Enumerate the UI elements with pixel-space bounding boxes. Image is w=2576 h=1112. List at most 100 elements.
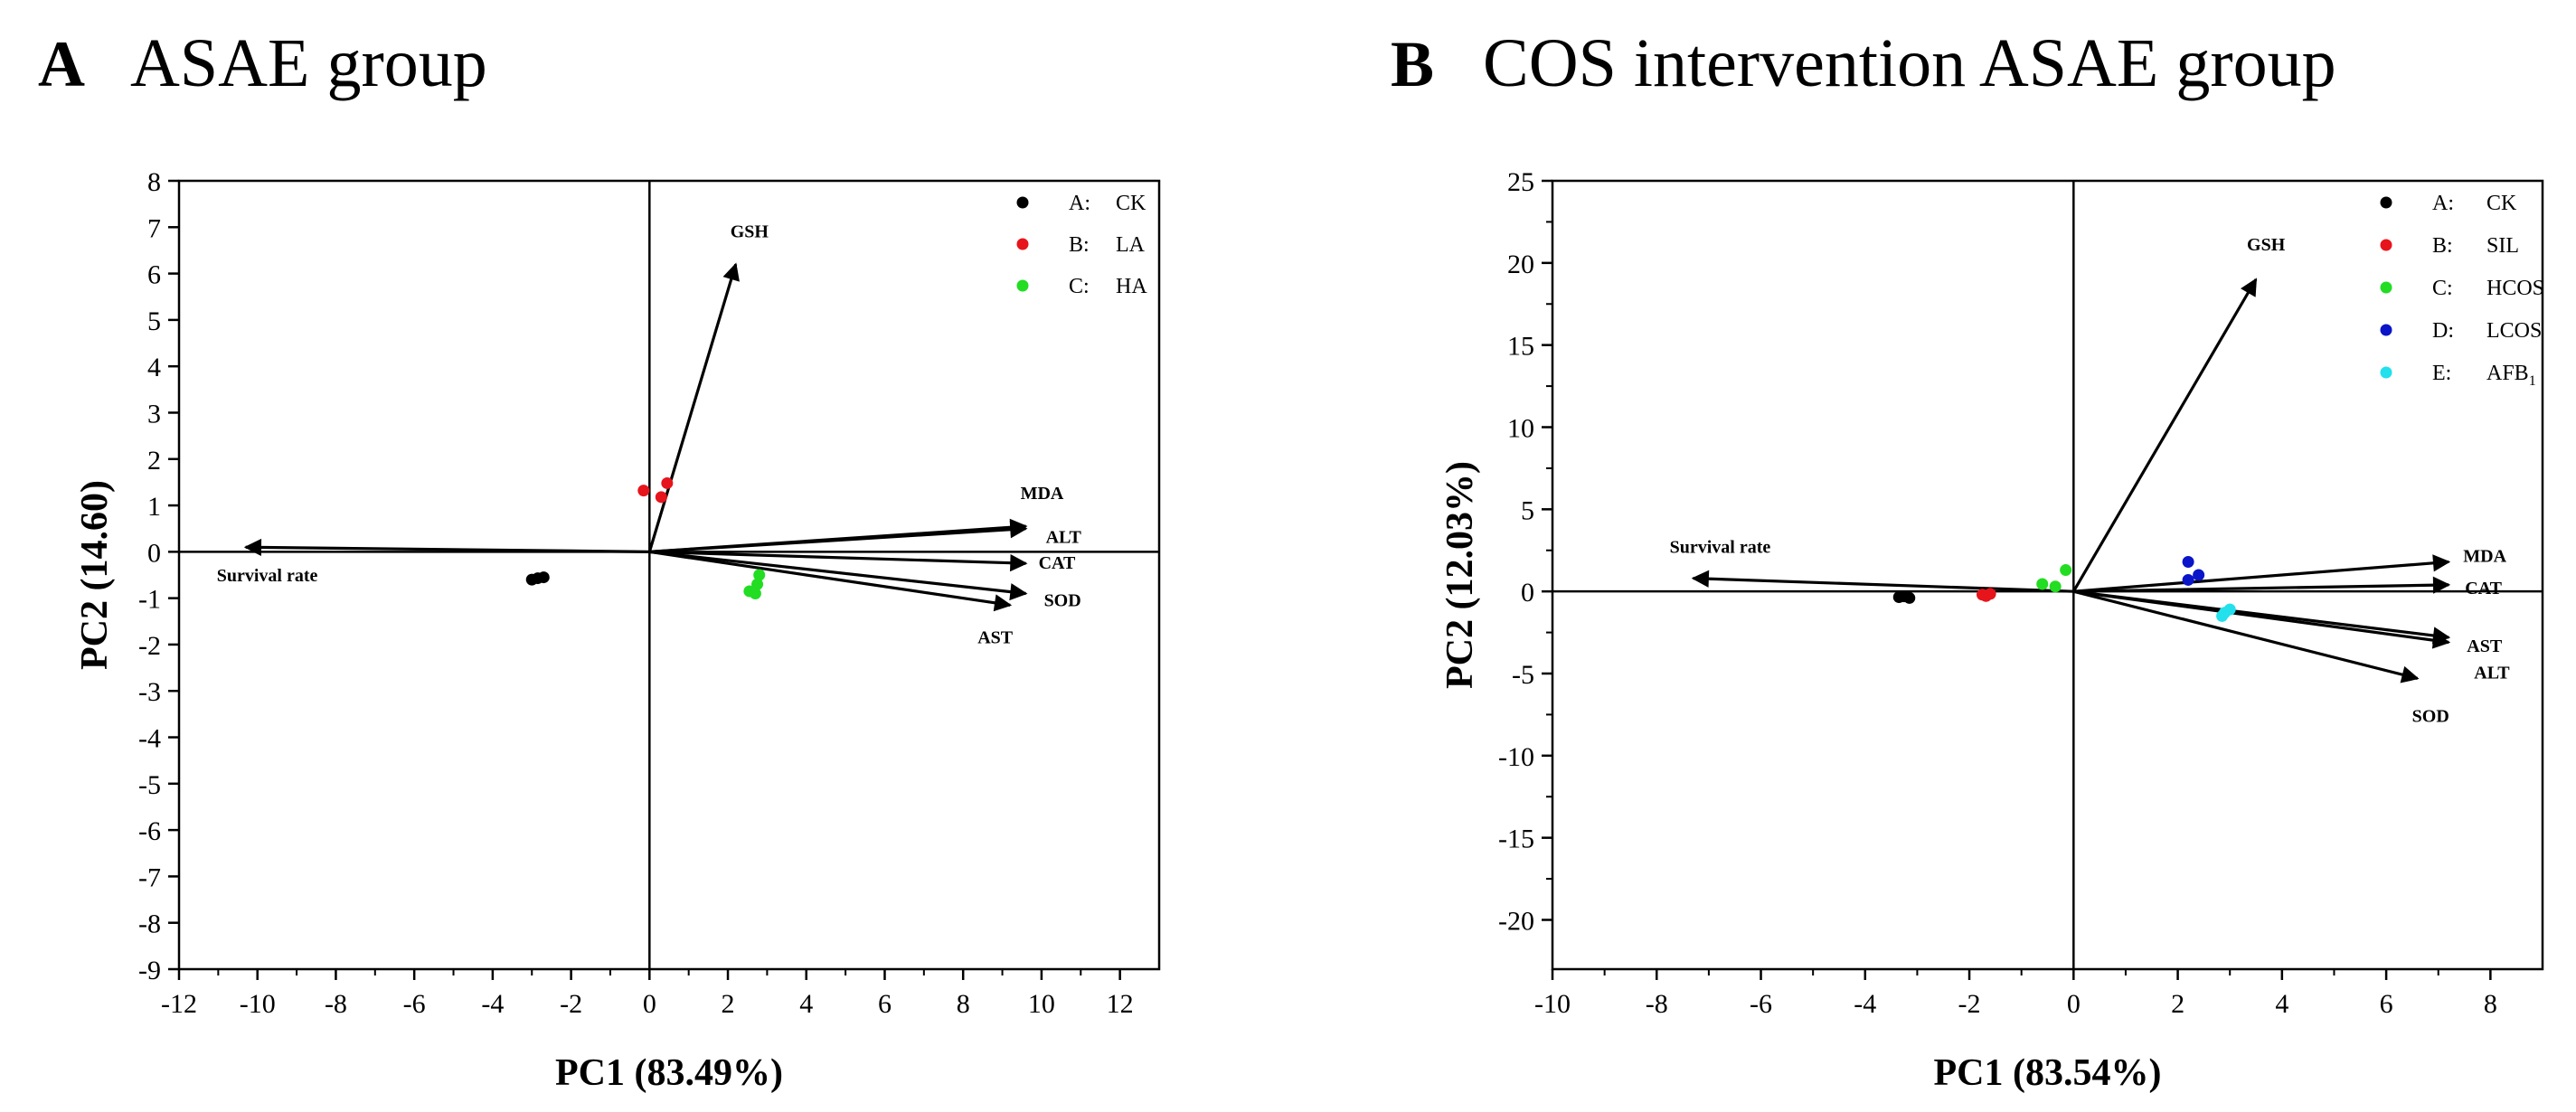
plot-frame [177, 179, 1161, 971]
y-tick-label: 6 [147, 260, 161, 290]
legend-prefix: A: [1069, 192, 1090, 215]
data-point-la [655, 491, 667, 504]
data-point-ck [1898, 590, 1911, 603]
legend-marker [1016, 279, 1029, 292]
y-tick-label: -20 [1498, 907, 1534, 937]
x-tick-label: 0 [2067, 989, 2081, 1019]
data-point-ck [537, 571, 550, 584]
y-tick-label: -5 [1512, 660, 1534, 690]
legend-label: LA [1116, 233, 1146, 257]
loading-arrow-survival-rate [1691, 570, 2074, 593]
x-tick-label: 4 [2275, 989, 2288, 1019]
legend-marker [2380, 281, 2392, 294]
y-tick-label: 2 [147, 446, 161, 476]
x-tick-label: -2 [560, 989, 582, 1019]
y-tick-label: 8 [147, 167, 161, 197]
y-tick-label: -5 [138, 770, 161, 800]
x-tick-label: 6 [878, 989, 892, 1019]
x-tick-label: -8 [1646, 989, 1668, 1019]
loading-arrow-alt [2073, 589, 2451, 649]
x-tick-label: 8 [957, 989, 970, 1019]
loading-arrow-alt [649, 521, 1028, 553]
loading-label: MDA [1021, 484, 1064, 504]
data-point-ha [749, 588, 761, 600]
legend-marker [2380, 239, 2392, 251]
x-tick-label: 2 [722, 989, 735, 1019]
y-tick-label: -4 [138, 724, 161, 754]
x-tick-label: 0 [643, 989, 656, 1019]
x-tick-label: -10 [1534, 989, 1571, 1019]
x-tick-label: -10 [240, 989, 276, 1019]
data-point-sil [1979, 589, 1992, 602]
loading-arrow-cat [649, 550, 1028, 572]
loading-label: AST [2467, 636, 2503, 656]
data-point-lcos [2193, 569, 2205, 581]
legend-label: CK [1116, 192, 1146, 215]
loading-arrow-sod [2072, 589, 2420, 683]
legend-label: HA [1116, 275, 1147, 298]
y-axis-label: PC2 (14.60) [74, 480, 116, 670]
loading-arrow-gsh [647, 262, 740, 552]
y-tick-label: 1 [147, 492, 161, 522]
data-point-hcos [2060, 564, 2072, 577]
data-point-ha [753, 569, 766, 581]
legend-prefix: C: [1069, 275, 1090, 298]
legend-marker [1016, 238, 1029, 250]
data-point-hcos [2036, 578, 2049, 590]
legend-marker [2380, 324, 2392, 336]
y-tick-label: -10 [1498, 742, 1534, 772]
x-tick-label: -2 [1958, 989, 1981, 1019]
y-tick-label: 20 [1507, 250, 1534, 279]
x-tick-label: 2 [2171, 989, 2184, 1019]
y-tick-label: -3 [138, 677, 161, 707]
legend-prefix: D: [2432, 319, 2454, 343]
y-tick-label: -1 [138, 585, 161, 615]
panel-letter: B [1391, 28, 1434, 100]
y-tick-label: 15 [1507, 332, 1534, 362]
y-axis-label: PC2 (12.03%) [1439, 461, 1481, 689]
y-tick-label: 5 [1521, 495, 1534, 525]
x-axis-label: PC1 (83.54%) [1934, 1052, 2162, 1094]
loading-label: GSH [731, 221, 769, 241]
legend-label: HCOS [2486, 277, 2544, 300]
data-point-afb [2218, 607, 2231, 619]
y-tick-label: -8 [138, 909, 161, 939]
legend-label-subscript: 1 [2529, 373, 2536, 389]
y-tick-label: -6 [138, 816, 161, 846]
data-point-lcos [2182, 555, 2194, 568]
y-tick-label: 3 [147, 399, 161, 429]
data-point-lcos [2182, 573, 2194, 586]
loading-label: Survival rate [217, 566, 318, 586]
y-tick-label: 5 [147, 306, 161, 336]
y-tick-label: 25 [1507, 167, 1534, 197]
legend-marker [2380, 196, 2392, 209]
y-tick-label: 7 [147, 213, 161, 243]
loading-arrow-gsh [2071, 278, 2258, 592]
legend-label: LCOS [2486, 319, 2542, 343]
legend-prefix: C: [2432, 277, 2453, 300]
legend-marker [1016, 196, 1029, 209]
data-point-ha [751, 578, 764, 590]
data-point-hcos [2049, 580, 2062, 593]
loading-label: SOD [2412, 706, 2449, 726]
loading-arrow-sod [649, 550, 1028, 601]
x-tick-label: 10 [1028, 989, 1055, 1019]
x-tick-label: 4 [799, 989, 813, 1019]
loading-label: AST [977, 627, 1014, 647]
loading-label: MDA [2463, 546, 2506, 566]
panel-letter: A [38, 28, 85, 100]
chart-panel-b: B COS intervention ASAE group-10 -8 -6 -4 -2 0… [1391, 25, 2544, 1094]
y-tick-label: -9 [138, 956, 161, 985]
data-point-la [661, 476, 674, 489]
x-tick-label: -12 [161, 989, 197, 1019]
loading-label: ALT [2474, 663, 2510, 683]
loading-arrow-survival-rate [243, 538, 650, 557]
loading-arrow-cat [2073, 576, 2451, 594]
loading-label: SOD [1044, 591, 1081, 611]
y-tick-label: -7 [138, 862, 161, 892]
loading-label: CAT [1039, 553, 1076, 573]
loading-label: CAT [2465, 579, 2502, 598]
y-tick-label: 0 [147, 538, 161, 568]
loading-label: GSH [2247, 235, 2286, 255]
